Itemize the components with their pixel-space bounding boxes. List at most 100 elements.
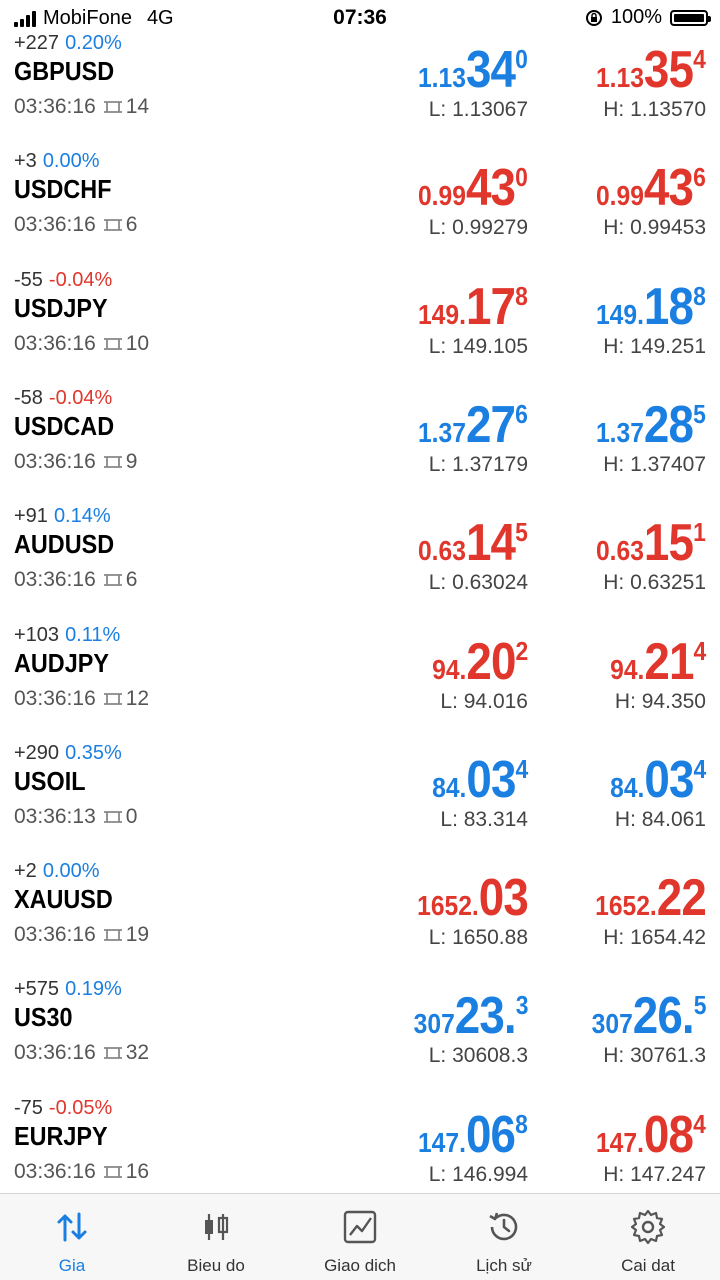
bid-price[interactable]: 0.63145 bbox=[418, 513, 528, 573]
low-price: L: 94.016 bbox=[440, 689, 528, 713]
quote-row[interactable]: +290 0.35% USOIL 03:36:13 0 84.034 84.034 L: 83… bbox=[0, 742, 720, 862]
change-value: +290 0.35% bbox=[14, 742, 122, 765]
ask-price[interactable]: 84.034 bbox=[610, 750, 706, 810]
bid-price[interactable]: 149.178 bbox=[418, 277, 528, 337]
ask-price-pips: 18 bbox=[644, 277, 694, 336]
ask-price-prefix: 1652. bbox=[595, 890, 657, 922]
bid-price-pips: 06 bbox=[466, 1105, 516, 1164]
bid-price[interactable]: 30723.3 bbox=[413, 986, 528, 1046]
change-value: +3 0.00% bbox=[14, 150, 100, 173]
tab-label: Lịch sử bbox=[476, 1256, 532, 1275]
ask-price[interactable]: 147.084 bbox=[596, 1105, 706, 1165]
bid-price-pips: 23. bbox=[454, 987, 516, 1046]
bid-price-pips: 03 bbox=[478, 869, 529, 928]
bid-price[interactable]: 84.034 bbox=[432, 750, 528, 810]
bid-price-prefix: 1.13 bbox=[418, 62, 467, 93]
spread-icon bbox=[103, 1047, 122, 1060]
tab-sort-arrows[interactable]: Gia bbox=[0, 1194, 144, 1280]
quote-row[interactable]: -75 -0.05% EURJPY 03:36:16 16 147.068 147.084 L… bbox=[0, 1096, 720, 1217]
quote-time-value: 03:36:16 bbox=[14, 686, 96, 710]
ask-price[interactable]: 149.188 bbox=[596, 277, 706, 337]
carrier-name: MobiFone bbox=[43, 7, 132, 29]
quote-row[interactable]: +2 0.00% XAUUSD 03:36:16 19 1652.03 1652.22 L: … bbox=[0, 860, 720, 980]
ask-price-prefix: 1.37 bbox=[596, 416, 645, 448]
status-bar: MobiFone 4G 07:36 100% bbox=[0, 0, 720, 36]
quote-row[interactable]: +575 0.19% US30 03:36:16 32 30723.3 30726.5 L: … bbox=[0, 978, 720, 1098]
ask-price-pips: 15 bbox=[644, 514, 694, 573]
spread-icon bbox=[103, 929, 122, 941]
low-price: L: 1650.88 bbox=[428, 926, 528, 950]
quote-row[interactable]: +227 0.20% GBPUSD 03:36:16 14 1.13340 1.13354 L… bbox=[0, 32, 720, 152]
quote-row[interactable]: +103 0.11% AUDJPY 03:36:16 12 94.202 94.214 L: … bbox=[0, 624, 720, 744]
spread-icon bbox=[103, 1165, 122, 1178]
bid-price[interactable]: 0.99430 bbox=[418, 158, 528, 218]
bid-price[interactable]: 1652.03 bbox=[417, 868, 529, 928]
low-price: L: 1.37179 bbox=[428, 452, 528, 476]
change-points: +575 bbox=[14, 978, 60, 1001]
bid-price-pips: 03 bbox=[466, 750, 516, 809]
tab-gear[interactable]: Cai dat bbox=[576, 1194, 720, 1280]
change-points: +290 bbox=[14, 741, 60, 764]
ask-price[interactable]: 0.63151 bbox=[596, 513, 706, 573]
bottom-tab-bar: Gia Bieu do Giao dich Lịch sử Cai dat bbox=[0, 1193, 720, 1280]
battery-percent: 100% bbox=[610, 6, 662, 28]
change-percent: -0.05% bbox=[48, 1096, 113, 1119]
quote-time-value: 03:36:16 bbox=[14, 213, 96, 237]
quote-time-value: 03:36:13 bbox=[14, 804, 96, 828]
high-price: H: 149.251 bbox=[603, 334, 706, 358]
quote-row[interactable]: +91 0.14% AUDUSD 03:36:16 6 0.63145 0.63151 L: … bbox=[0, 505, 720, 625]
bid-price-pips: 20 bbox=[466, 632, 516, 691]
low-price: L: 30608.3 bbox=[428, 1044, 528, 1068]
change-points: -58 bbox=[14, 386, 43, 409]
bid-price[interactable]: 147.068 bbox=[418, 1105, 528, 1165]
quote-time: 03:36:13 0 bbox=[14, 805, 137, 829]
ask-price-fraction: 8 bbox=[693, 280, 706, 311]
ask-price[interactable]: 0.99436 bbox=[596, 158, 706, 218]
quote-row[interactable]: +3 0.00% USDCHF 03:36:16 6 0.99430 0.99436 L: 0… bbox=[0, 150, 720, 270]
change-value: +103 0.11% bbox=[14, 624, 120, 647]
symbol-name: USDCHF bbox=[14, 174, 112, 205]
spread-value: 6 bbox=[125, 568, 138, 592]
change-points: +103 bbox=[14, 623, 60, 646]
candlestick-icon bbox=[205, 1214, 229, 1240]
change-percent: 0.00% bbox=[42, 150, 100, 173]
ask-price[interactable]: 30726.5 bbox=[591, 986, 706, 1046]
tab-candlestick[interactable]: Bieu do bbox=[144, 1194, 288, 1280]
tab-trade-chart[interactable]: Giao dich bbox=[288, 1194, 432, 1280]
bid-price-prefix: 0.63 bbox=[418, 535, 467, 567]
quote-row[interactable]: -55 -0.04% USDJPY 03:36:16 10 149.178 149.188 L… bbox=[0, 269, 720, 389]
ask-price[interactable]: 94.214 bbox=[610, 632, 706, 692]
change-points: -75 bbox=[14, 1096, 43, 1119]
ask-price[interactable]: 1.13354 bbox=[596, 40, 706, 100]
bid-price-fraction: 4 bbox=[515, 753, 528, 784]
change-percent: -0.04% bbox=[48, 386, 113, 409]
bid-price[interactable]: 1.13340 bbox=[418, 40, 528, 100]
bid-price-pips: 43 bbox=[466, 159, 516, 218]
bid-price[interactable]: 1.37276 bbox=[418, 395, 528, 455]
bid-price-fraction: 0 bbox=[515, 162, 528, 193]
quote-time: 03:36:16 6 bbox=[14, 568, 137, 592]
ask-price-pips: 43 bbox=[644, 159, 694, 218]
tab-label: Bieu do bbox=[187, 1256, 245, 1275]
high-price: H: 0.99453 bbox=[603, 216, 706, 240]
spread-icon bbox=[103, 219, 122, 232]
spread-value: 6 bbox=[125, 213, 138, 237]
battery-icon bbox=[670, 9, 711, 26]
symbol-name: GBPUSD bbox=[14, 56, 115, 86]
low-price: L: 83.314 bbox=[440, 807, 528, 831]
status-time: 07:36 bbox=[333, 6, 387, 29]
ask-price-fraction: 5 bbox=[693, 398, 706, 429]
spread-value: 32 bbox=[125, 1041, 150, 1065]
bid-price-fraction: 3 bbox=[515, 990, 528, 1021]
change-percent: 0.19% bbox=[65, 978, 122, 1001]
ask-price[interactable]: 1.37285 bbox=[596, 395, 706, 455]
bid-price-fraction: 6 bbox=[515, 398, 528, 429]
spread-value: 0 bbox=[125, 804, 138, 828]
quote-row[interactable]: -58 -0.04% USDCAD 03:36:16 9 1.37276 1.37285 L:… bbox=[0, 386, 720, 507]
bid-price[interactable]: 94.202 bbox=[432, 632, 528, 692]
bid-price-fraction: 2 bbox=[515, 635, 528, 666]
tab-history[interactable]: Lịch sử bbox=[432, 1194, 576, 1280]
ask-price-pips: 03 bbox=[644, 750, 694, 809]
ask-price[interactable]: 1652.22 bbox=[595, 868, 707, 928]
ask-price-fraction: 4 bbox=[693, 1108, 706, 1139]
